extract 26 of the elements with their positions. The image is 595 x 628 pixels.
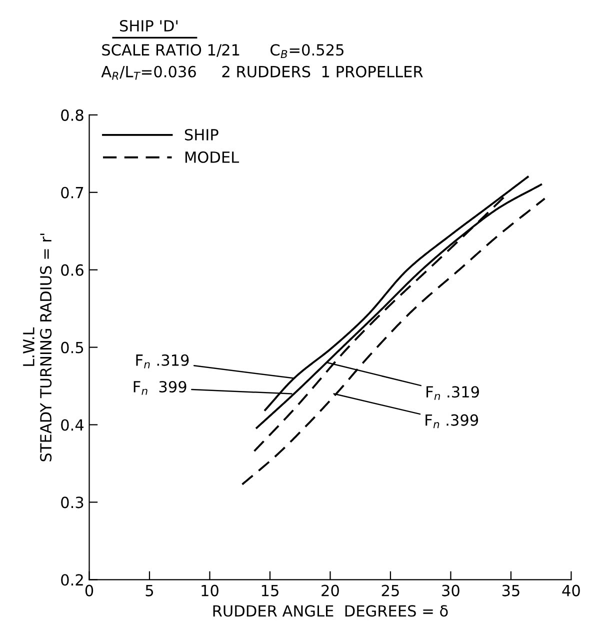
y-tick-label: 0.3 xyxy=(61,496,84,508)
y-tick-label: 0.7 xyxy=(61,186,84,198)
x-tick-label: 10 xyxy=(202,584,218,596)
y-axis-title: L.W.L STEADY TURNING RADIUS = r' xyxy=(23,234,52,462)
annotation: F$_{n}$ .319 xyxy=(136,354,189,368)
x-tick-label: 20 xyxy=(322,584,339,596)
annotation: F$_{n}$ .399 xyxy=(426,414,478,428)
x-tick-label: 0 xyxy=(85,584,94,596)
x-tick-label: 35 xyxy=(502,584,520,596)
y-tick-label: 0.6 xyxy=(61,264,84,276)
annotation: F$_{n}$ .319 xyxy=(426,386,479,400)
x-tick-label: 15 xyxy=(262,584,278,596)
y-tick-label: 0.4 xyxy=(61,419,84,431)
text: SCALE RATIO 1/21 C$_{B}$=0.525 A$_{R}$/L$_{T}$=0.036 2 RUDDERS 1 PROPELLER xyxy=(101,44,423,80)
x-axis-title: RUDDER ANGLE DEGREES = δ xyxy=(213,605,448,617)
x-tick-label: 25 xyxy=(382,584,399,596)
y-tick-label: 0.5 xyxy=(61,342,84,354)
x-tick-label: 5 xyxy=(146,584,154,596)
x-tick-label: 40 xyxy=(562,584,580,596)
legend-label: SHIP xyxy=(184,128,218,140)
annotation: F$_{n}$ 399 xyxy=(134,380,186,395)
y-tick-label: 0.8 xyxy=(61,109,84,121)
y-tick-label: 0.2 xyxy=(61,574,83,586)
x-tick-label: 30 xyxy=(442,584,460,596)
legend-label: MODEL xyxy=(185,151,240,163)
chart-title: SHIP 'D' xyxy=(120,20,178,32)
